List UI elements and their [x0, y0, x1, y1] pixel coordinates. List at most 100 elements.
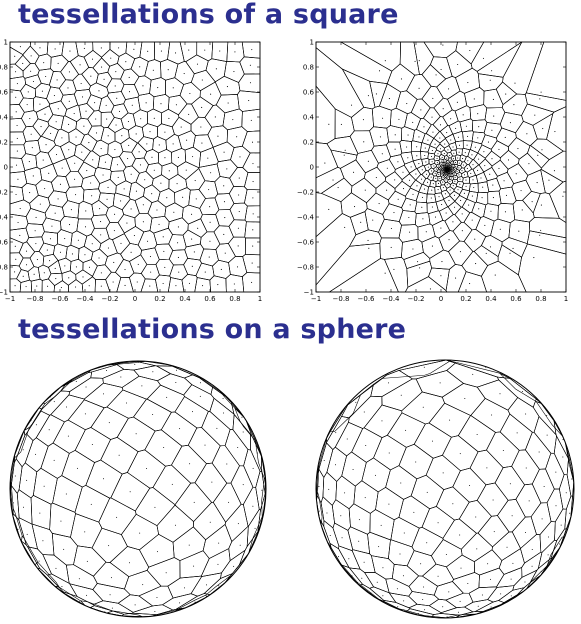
sphere-cells — [316, 360, 574, 618]
generator-point — [323, 459, 325, 461]
voronoi-cell — [452, 131, 464, 143]
voronoi-cell — [467, 149, 479, 161]
generator-point — [458, 144, 461, 146]
sphere-cell — [413, 422, 452, 459]
voronoi-cell — [526, 230, 567, 255]
generator-point — [130, 173, 132, 175]
generator-point — [31, 147, 33, 149]
generator-point — [374, 474, 376, 476]
generator-point — [475, 516, 477, 518]
voronoi-cell — [439, 138, 450, 149]
generator-point — [120, 242, 122, 244]
generator-point — [459, 453, 461, 455]
generator-point — [131, 104, 133, 106]
voronoi-cell — [315, 242, 381, 293]
generator-point — [39, 47, 41, 49]
generator-point — [547, 536, 549, 538]
generator-point — [44, 113, 46, 115]
generator-point — [326, 512, 328, 514]
generator-point — [442, 606, 444, 608]
generator-point — [498, 167, 500, 169]
generator-point — [516, 432, 518, 434]
generator-point — [177, 242, 179, 244]
generator-point — [82, 276, 84, 278]
generator-point — [84, 413, 86, 415]
generator-point — [55, 154, 58, 156]
generator-point — [384, 60, 386, 62]
sphere-cell — [90, 406, 129, 440]
generator-point — [57, 62, 59, 64]
generator-point — [147, 240, 149, 242]
sphere-cell — [224, 503, 249, 543]
generator-point — [427, 166, 429, 168]
voronoi-cell — [315, 47, 365, 118]
generator-point — [216, 427, 218, 429]
generator-point — [50, 132, 52, 134]
voronoi-cell — [315, 41, 393, 84]
generator-point — [413, 511, 415, 513]
generator-point — [22, 449, 24, 451]
voronoi-cell — [200, 214, 220, 233]
generator-point — [14, 55, 16, 57]
sphere-cell — [486, 431, 520, 468]
voronoi-cell — [460, 161, 468, 169]
voronoi-cell — [398, 210, 417, 226]
voronoi-cell — [455, 41, 485, 65]
generator-point — [474, 238, 476, 240]
generator-point — [409, 231, 411, 233]
sphere-cell — [146, 384, 185, 413]
sphere-cell — [23, 402, 46, 431]
generator-point — [412, 193, 414, 195]
sphere-cell — [401, 391, 445, 425]
generator-point — [439, 148, 442, 150]
generator-point — [19, 46, 21, 48]
generator-point — [384, 272, 386, 274]
sphere-cell — [14, 430, 26, 463]
generator-point — [15, 193, 17, 196]
generator-point — [513, 104, 515, 106]
generator-point — [398, 118, 400, 120]
voronoi-cell — [9, 118, 27, 133]
voronoi-cell — [454, 206, 471, 223]
voronoi-cell — [394, 180, 411, 197]
voronoi-cell — [35, 151, 54, 170]
generator-point — [458, 174, 460, 176]
sphere-cell — [224, 429, 249, 467]
voronoi-cell — [475, 216, 495, 237]
generator-point — [81, 151, 83, 153]
generator-point — [417, 261, 419, 263]
generator-point — [538, 451, 540, 453]
generator-point — [489, 578, 491, 580]
generator-point — [135, 133, 137, 135]
generator-point — [436, 157, 438, 160]
voronoi-cell — [452, 221, 473, 242]
sphere-cell — [146, 557, 181, 587]
generator-point — [541, 518, 543, 520]
generator-point — [341, 537, 343, 539]
generator-point — [29, 192, 31, 194]
voronoi-cell — [34, 82, 52, 100]
generator-point — [106, 198, 108, 200]
generator-point — [478, 126, 480, 128]
voronoi-cell — [320, 177, 353, 203]
generator-point — [424, 154, 426, 157]
voronoi-cell — [165, 77, 185, 98]
generator-point — [39, 203, 41, 205]
generator-point — [133, 48, 135, 50]
sphere-cell — [452, 572, 480, 594]
sphere-cell — [408, 591, 440, 607]
y-tick-label: 0.6 — [303, 89, 315, 97]
voronoi-cell — [22, 125, 42, 142]
sphere-cell — [205, 575, 231, 598]
generator-point — [437, 522, 439, 524]
generator-point — [75, 194, 77, 196]
generator-point — [223, 185, 225, 187]
generator-point — [451, 167, 453, 169]
generator-point — [126, 222, 128, 224]
generator-point — [419, 267, 421, 269]
sphere-cell — [152, 464, 192, 506]
voronoi-cell — [9, 157, 26, 174]
generator-point — [252, 213, 254, 215]
generator-point — [370, 592, 372, 594]
voronoi-cell — [415, 174, 427, 185]
